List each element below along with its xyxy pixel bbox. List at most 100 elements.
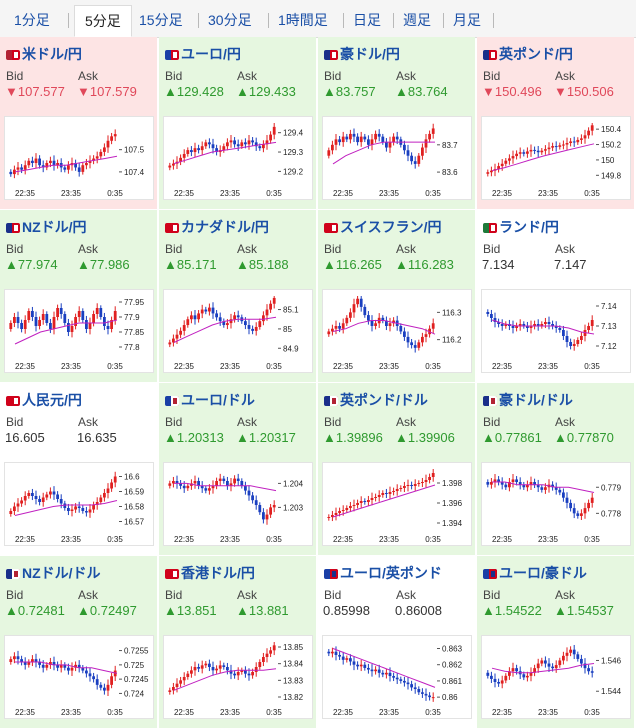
rate-card[interactable]: ユーロ/円 Bid Ask ▲129.428 ▲129.433 129.4 129.3 129… [159, 37, 316, 209]
candle-body [13, 169, 16, 175]
tab-1min[interactable]: 1分足 [14, 12, 50, 28]
y-tick-label: 116.2 [442, 336, 462, 345]
candle-body [63, 167, 67, 170]
currency-flag-icon [324, 569, 338, 579]
tab-daily[interactable]: 日足 [353, 12, 381, 28]
pair-title[interactable]: NZドル/円 [6, 217, 87, 235]
tab-separator [493, 13, 494, 28]
candle-body [254, 667, 258, 672]
bid-value: 0.85998 [323, 603, 370, 618]
candle-body [547, 663, 551, 667]
pair-title[interactable]: 香港ドル/円 [165, 563, 255, 581]
candlestick-chart[interactable]: 16.6 16.59 16.58 16.57 22:35 23:35 0:35 [4, 462, 154, 546]
candlestick-chart[interactable]: 0.863 0.862 0.861 0.86 22:35 23:35 0:35 [322, 635, 472, 719]
pair-title[interactable]: 英ポンド/ドル [324, 390, 428, 408]
candle-body [269, 303, 272, 310]
x-tick-label: 0:35 [266, 708, 282, 717]
pair-title[interactable]: ユーロ/ドル [165, 390, 255, 408]
candle-body [590, 125, 594, 131]
candlestick-chart[interactable]: 0.779 0.778 22:35 23:35 0:35 [481, 462, 631, 546]
tab-1hour[interactable]: 1時間足 [278, 12, 328, 28]
rate-card[interactable]: NZドル/円 Bid Ask ▲77.974 ▲77.986 77.95 77.9 77.85… [0, 210, 157, 382]
tab-15min[interactable]: 15分足 [139, 12, 183, 28]
candle-body [500, 680, 504, 684]
candle-body [428, 477, 431, 480]
candlestick-chart[interactable]: 13.85 13.84 13.83 13.82 22:35 23:35 0:35 [163, 635, 313, 719]
rate-card[interactable]: ユーロ/ドル Bid Ask ▲1.20313 ▲1.20317 1.204 1.203 22… [159, 383, 316, 555]
candlestick-chart[interactable]: 83.7 83.6 22:35 23:35 0:35 [322, 116, 472, 200]
rate-card[interactable]: ユーロ/豪ドル Bid Ask ▲1.54522 ▲1.54537 1.546 1.544 2… [477, 556, 634, 728]
candlestick-chart[interactable]: 1.398 1.396 1.394 22:35 23:35 0:35 [322, 462, 472, 546]
pair-title[interactable]: ユーロ/豪ドル [483, 563, 587, 581]
candle-body [236, 144, 240, 147]
candle-body [551, 324, 554, 326]
pair-title[interactable]: 人民元/円 [6, 390, 82, 408]
tab-weekly[interactable]: 週足 [403, 12, 431, 28]
pair-title[interactable]: 米ドル/円 [6, 44, 82, 62]
candle-body [27, 160, 31, 166]
rate-card[interactable]: 米ドル/円 Bid Ask ▼107.577 ▼107.579 107.5 107.4 22:… [0, 37, 157, 209]
currency-flag-icon [6, 223, 20, 233]
pair-title[interactable]: スイスフラン/円 [324, 217, 441, 235]
candle-body [576, 513, 580, 516]
candlestick-chart[interactable]: 85.1 85 84.9 22:35 23:35 0:35 [163, 289, 313, 373]
tab-monthly[interactable]: 月足 [453, 12, 481, 28]
rate-card[interactable]: 英ポンド/ドル Bid Ask ▲1.39896 ▲1.39906 1.398 1.396 1… [318, 383, 475, 555]
rate-card[interactable]: スイスフラン/円 Bid Ask ▲116.265 ▲116.283 116.3 116.2… [318, 210, 475, 382]
pair-title[interactable]: 豪ドル/円 [324, 44, 400, 62]
candle-body [38, 158, 41, 166]
candlestick-chart[interactable]: 150.4 150.2 150 149.8 22:35 23:35 0:35 [481, 116, 631, 200]
candle-body [356, 503, 359, 505]
rate-card[interactable]: カナダドル/円 Bid Ask ▲85.171 ▲85.188 85.1 85 84.9 22:… [159, 210, 316, 382]
pair-title[interactable]: カナダドル/円 [165, 217, 269, 235]
y-tick-label: 7.12 [601, 342, 617, 351]
pair-title[interactable]: 英ポンド/円 [483, 44, 573, 62]
candle-body [576, 340, 580, 344]
candlestick-chart[interactable]: 7.14 7.13 7.12 22:35 23:35 0:35 [481, 289, 631, 373]
bid-label: Bid [483, 588, 501, 602]
candlestick-chart[interactable]: 1.204 1.203 22:35 23:35 0:35 [163, 462, 313, 546]
candle-body [431, 128, 435, 134]
candle-body [511, 479, 515, 483]
tab-5min[interactable]: 5分足 [74, 5, 132, 37]
candlestick-chart[interactable]: 1.546 1.544 22:35 23:35 0:35 [481, 635, 631, 719]
bid-label: Bid [324, 588, 342, 602]
pair-title[interactable]: ランド/円 [483, 217, 559, 235]
candle-body [59, 308, 63, 314]
rate-card[interactable]: 香港ドル/円 Bid Ask ▲13.851 ▲13.881 13.85 13.84 13.8… [159, 556, 316, 728]
rate-card[interactable]: 人民元/円 Bid Ask 16.605 16.635 16.6 16.59 16.58 16.… [0, 383, 157, 555]
candle-body [529, 326, 533, 328]
candle-body [244, 142, 247, 145]
candlestick-chart[interactable]: 116.3 116.2 22:35 23:35 0:35 [322, 289, 472, 373]
candlestick-chart[interactable]: 107.5 107.4 22:35 23:35 0:35 [4, 116, 154, 200]
pair-title[interactable]: ユーロ/円 [165, 44, 241, 62]
rate-card[interactable]: ランド/円 Bid Ask 7.134 7.147 7.14 7.13 7.12 22:35 23… [477, 210, 634, 382]
candle-body [186, 319, 190, 326]
pair-title[interactable]: 豪ドル/ドル [483, 390, 573, 408]
x-tick-label: 23:35 [379, 708, 400, 717]
candle-body [63, 314, 67, 323]
rate-card[interactable]: 豪ドル/ドル Bid Ask ▲0.77861 ▲0.77870 0.779 0.778 22… [477, 383, 634, 555]
rate-card[interactable]: 英ポンド/円 Bid Ask ▼150.496 ▼150.506 150.4 150.2 15… [477, 37, 634, 209]
rate-card[interactable]: NZドル/ドル Bid Ask ▲0.72481 ▲0.72497 0.7255 0.725… [0, 556, 157, 728]
y-tick-label: 1.394 [442, 519, 463, 528]
candlestick-chart[interactable]: 77.95 77.9 77.85 77.8 22:35 23:35 0:35 [4, 289, 154, 373]
x-tick-label: 23:35 [379, 189, 400, 198]
y-tick-label: 77.8 [124, 343, 140, 352]
rate-card[interactable]: ユーロ/英ポンド Bid Ask 0.85998 0.86008 0.863 0.862 0.… [318, 556, 475, 728]
candle-body [168, 483, 172, 486]
candlestick-chart[interactable]: 0.7255 0.725 0.7245 0.724 22:35 23:35 0:35 [4, 635, 154, 719]
candle-body [540, 660, 544, 664]
rate-card[interactable]: 豪ドル/円 Bid Ask ▲83.757 ▲83.764 83.7 83.6 22:35 23… [318, 37, 475, 209]
pair-title[interactable]: ユーロ/英ポンド [324, 563, 442, 581]
candlestick-chart[interactable]: 129.4 129.3 129.2 22:35 23:35 0:35 [163, 116, 313, 200]
bid-value: ▲116.265 [323, 257, 382, 272]
candle-body [251, 495, 254, 501]
moving-average-line [173, 668, 277, 691]
x-tick-label: 23:35 [220, 362, 241, 371]
candle-body [190, 670, 193, 674]
pair-title[interactable]: NZドル/ドル [6, 563, 101, 581]
candle-body [508, 671, 511, 676]
pair-title-text: ランド/円 [499, 219, 559, 235]
tab-30min[interactable]: 30分足 [208, 12, 252, 28]
